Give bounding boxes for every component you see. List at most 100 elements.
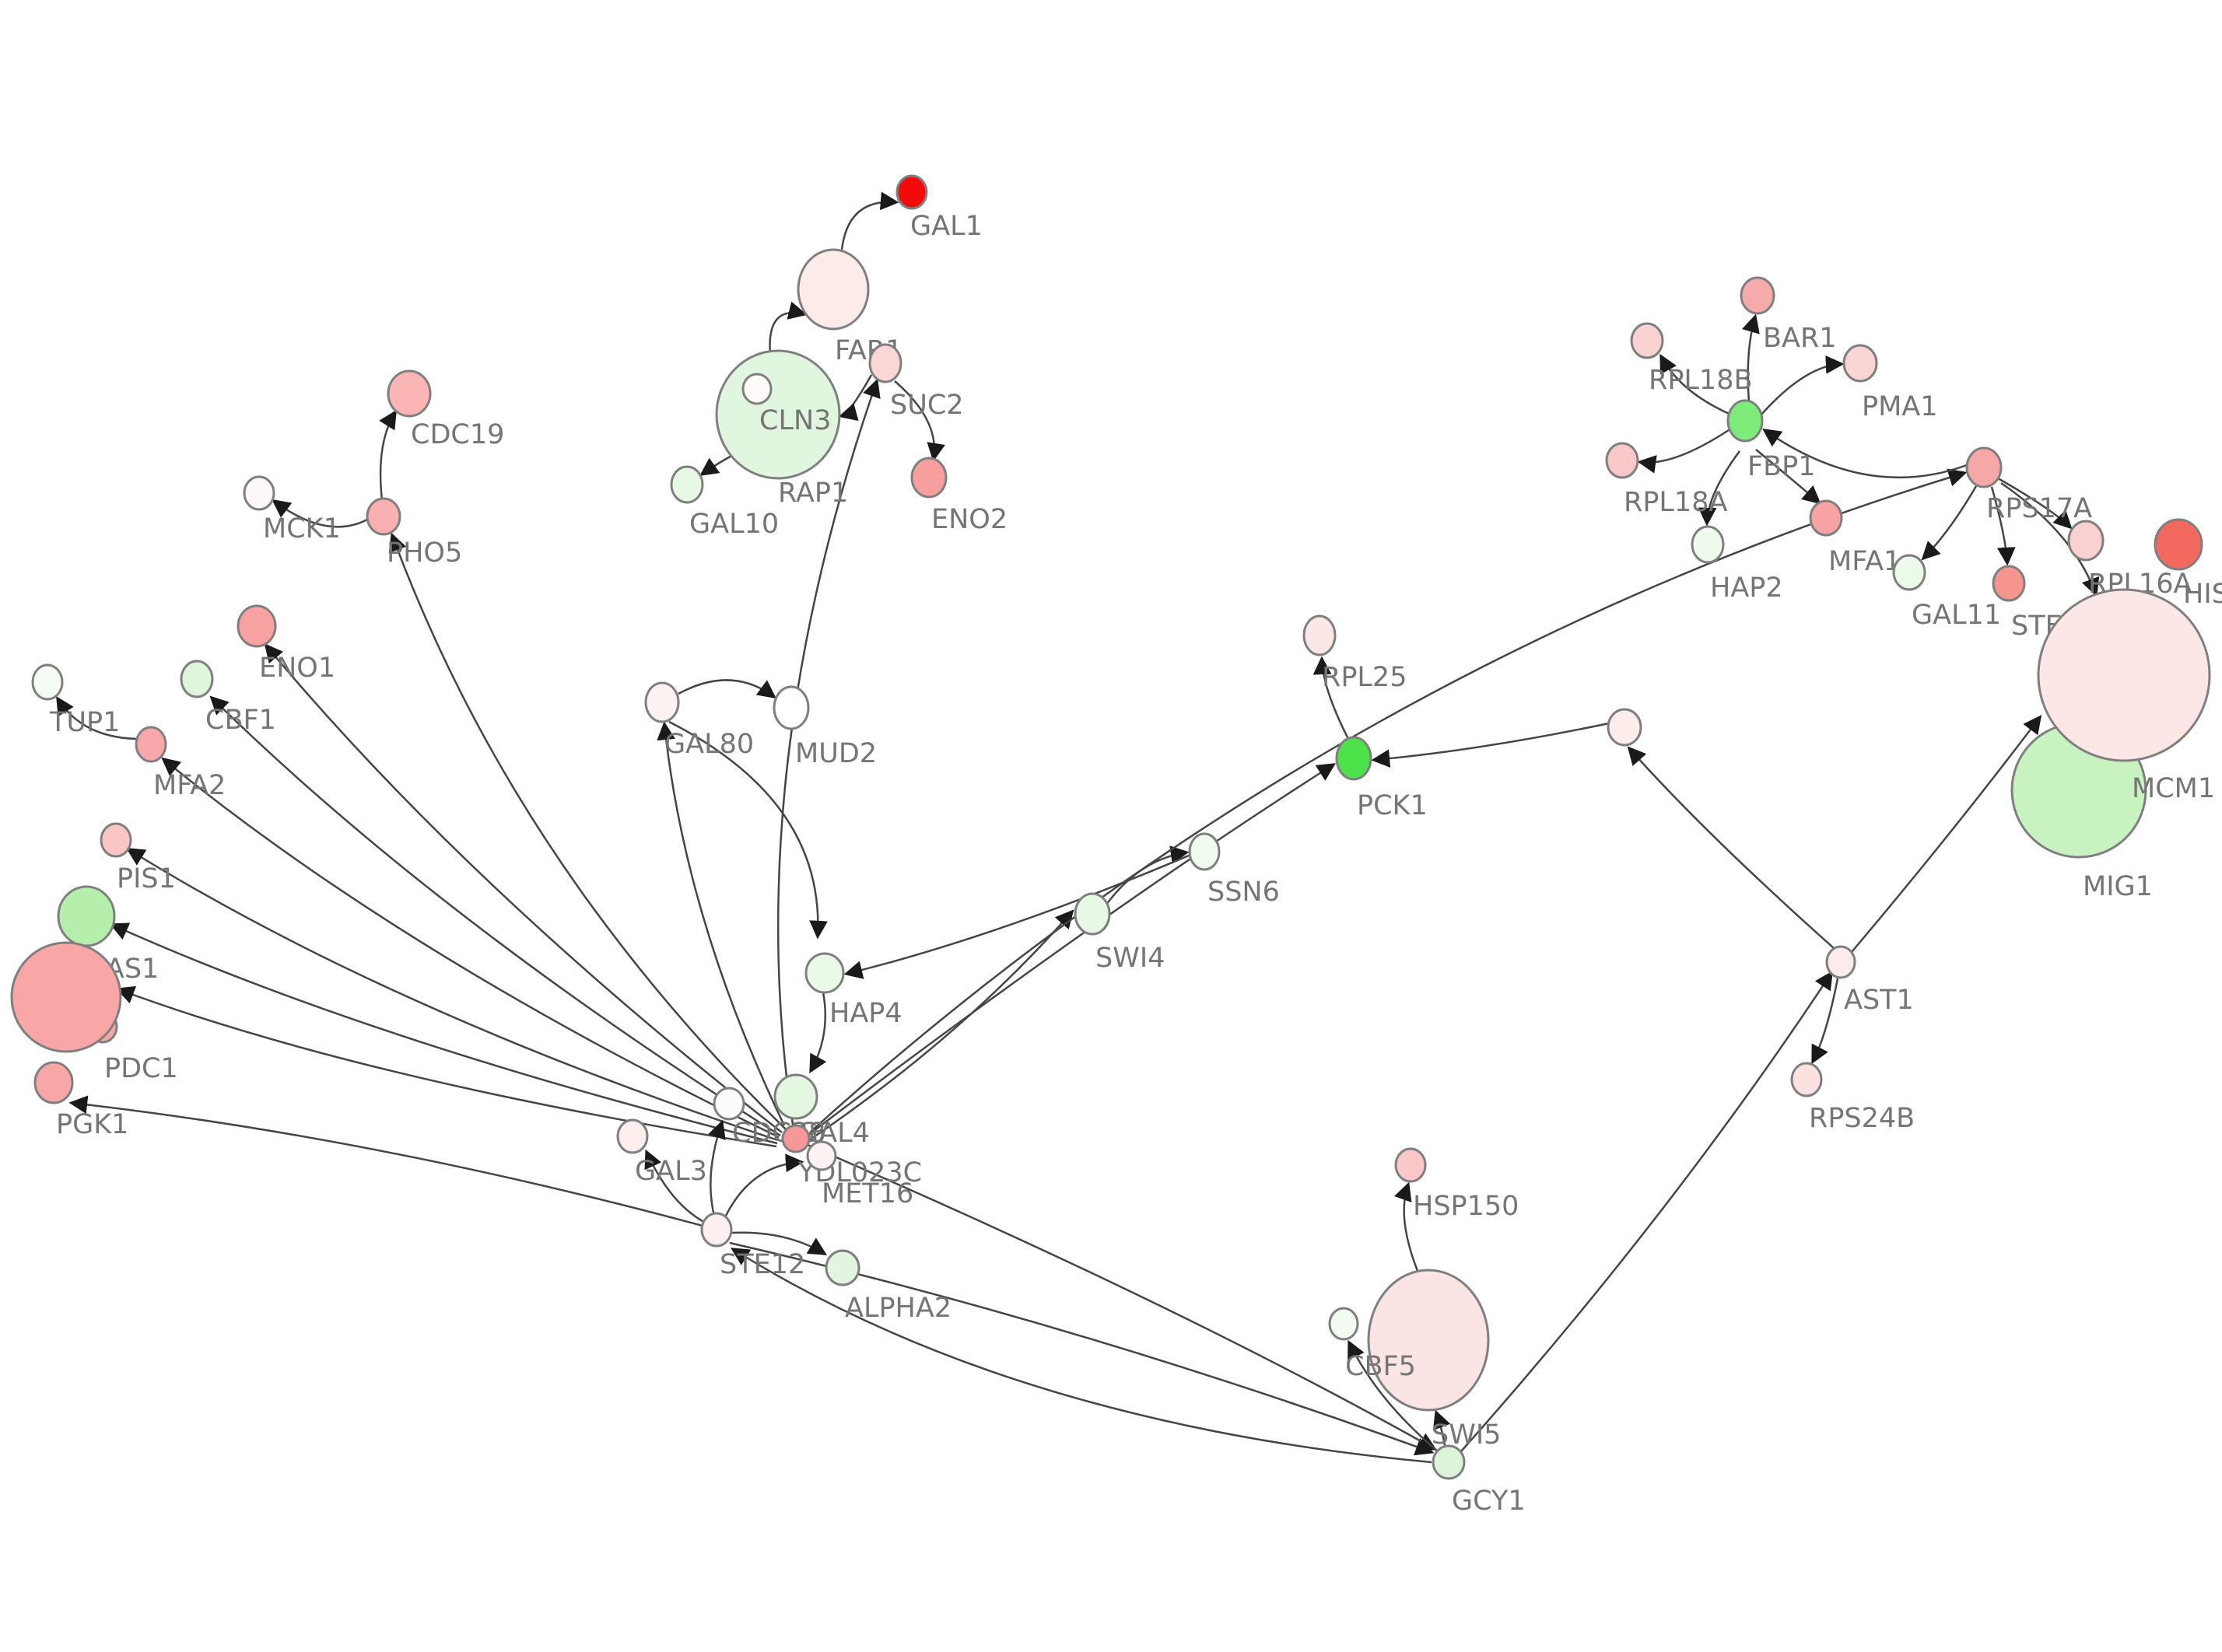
node-rpl18a[interactable] <box>1605 442 1639 479</box>
edge-gcy1-ste12[interactable] <box>730 1248 1432 1464</box>
edge-gcy1-ast1[interactable] <box>1460 971 1833 1452</box>
edge-ydl023c-pck1[interactable] <box>807 763 1337 1136</box>
node-hap2[interactable] <box>1691 525 1725 564</box>
edge-suc2-cln3big[interactable] <box>838 374 873 422</box>
edge-swi4-ssn6[interactable] <box>1105 845 1190 905</box>
node-nodeb[interactable] <box>1607 708 1642 747</box>
node-gal11[interactable] <box>1892 554 1926 591</box>
edge-rps17a-gal11[interactable] <box>1921 485 1978 561</box>
node-swi4[interactable] <box>1074 892 1111 936</box>
node-pis1[interactable] <box>100 822 132 858</box>
edge-gcy1-swi5[interactable] <box>1432 1409 1451 1446</box>
edge-gal80-hap4[interactable] <box>668 720 828 940</box>
edge-fbp1-rpl18a[interactable] <box>1637 429 1730 474</box>
edge-ydl023c-gcy1[interactable] <box>807 1143 1438 1451</box>
node-hap4[interactable] <box>804 952 845 994</box>
node-pdc1big[interactable] <box>10 941 122 1053</box>
edge-fbp1-pma1[interactable] <box>1760 355 1845 416</box>
node-far1[interactable] <box>797 248 870 331</box>
edge-rps17a-rpl16a[interactable] <box>1997 477 2073 530</box>
node-rpl25[interactable] <box>1302 614 1337 656</box>
edge-rps17a-ste2[interactable] <box>1990 486 2016 566</box>
node-cdc19[interactable] <box>387 369 432 418</box>
node-mud2[interactable] <box>773 685 810 730</box>
edge-swi5-hsp150[interactable] <box>1394 1181 1419 1272</box>
edge-gcy1-cbf5[interactable] <box>1348 1339 1439 1452</box>
node-rps24b[interactable] <box>1790 1062 1823 1097</box>
node-pck1[interactable] <box>1335 736 1372 781</box>
node-pgk1[interactable] <box>33 1061 74 1104</box>
edge-pho5-mck1[interactable] <box>272 499 368 528</box>
node-eno1[interactable] <box>237 604 277 648</box>
node-gcy1[interactable] <box>1432 1444 1466 1480</box>
edge-ast1-nodeb[interactable] <box>1627 746 1835 949</box>
node-mfa1[interactable] <box>1809 499 1843 537</box>
node-gal1[interactable] <box>895 174 928 210</box>
edge-ydl023c-mfa2[interactable] <box>161 757 780 1139</box>
node-rpl16a[interactable] <box>2067 520 2105 562</box>
edge-fbp1-mfa1[interactable] <box>1755 449 1821 505</box>
edge-nodeb-pck1[interactable] <box>1371 722 1610 768</box>
edge-rps17a-mcm1[interactable] <box>2000 481 2100 597</box>
edge-ydl023c-suc2[interactable] <box>776 378 881 1130</box>
node-gal10[interactable] <box>670 465 704 504</box>
edge-cln3big-far1[interactable] <box>769 301 808 355</box>
edge-ast1-rps24b[interactable] <box>1811 978 1839 1065</box>
node-gal4[interactable] <box>773 1073 818 1120</box>
node-cdc28[interactable] <box>713 1087 745 1121</box>
node-cbf5[interactable] <box>1328 1307 1359 1341</box>
node-pho5[interactable] <box>366 497 401 536</box>
node-swi5[interactable] <box>1367 1269 1490 1412</box>
node-tup1[interactable] <box>31 663 64 701</box>
edge-ydl023c-pho5[interactable] <box>388 532 787 1130</box>
node-cln3[interactable] <box>741 373 773 405</box>
node-ast1[interactable] <box>1825 945 1856 979</box>
edge-ydl023c-rps17a[interactable] <box>810 468 1968 1132</box>
edge-ydl023c-cbf1[interactable] <box>209 695 781 1137</box>
node-rpl18b[interactable] <box>1630 322 1664 359</box>
edge-ste12-pgk1[interactable] <box>68 1095 703 1227</box>
edge-fbp1-hap2[interactable] <box>1698 450 1741 527</box>
edge-fbp1-rpl18b[interactable] <box>1659 353 1733 417</box>
node-ste12[interactable] <box>700 1212 733 1248</box>
edge-rps17a-fbp1[interactable] <box>1762 428 1968 479</box>
node-mfa2[interactable] <box>135 726 167 763</box>
node-mcm1[interactable] <box>2037 588 2211 762</box>
edge-pck1-rpl25[interactable] <box>1313 656 1350 740</box>
node-hsp150[interactable] <box>1394 1147 1427 1183</box>
edge-ydl023c-swi4[interactable] <box>808 909 1074 1142</box>
node-ydl023c[interactable] <box>781 1124 811 1153</box>
node-met16[interactable] <box>806 1140 837 1171</box>
node-mck1[interactable] <box>243 475 275 511</box>
node-pma1[interactable] <box>1842 344 1878 383</box>
edge-ste12-met16[interactable] <box>724 1153 804 1218</box>
node-bar1[interactable] <box>1740 276 1775 315</box>
edge-ast1-mcm1[interactable] <box>1851 715 2042 953</box>
edge-far1-gal1[interactable] <box>840 191 899 250</box>
edge-ydl023c-pis1[interactable] <box>125 848 779 1142</box>
edge-pho5-cdc19[interactable] <box>379 409 397 501</box>
edge-hap4-gal4[interactable] <box>809 992 827 1074</box>
edge-fbp1-bar1[interactable] <box>1741 313 1760 412</box>
edge-ssn6-hap4[interactable] <box>843 854 1190 979</box>
edge-suc2-eno2[interactable] <box>894 380 945 462</box>
edge-mfa2-tup1[interactable] <box>56 695 138 740</box>
node-alpha2[interactable] <box>825 1249 860 1286</box>
node-gal80[interactable] <box>644 681 680 723</box>
edge-ste12-cdc28[interactable] <box>708 1119 726 1216</box>
node-fbp1[interactable] <box>1726 399 1764 443</box>
node-eno2[interactable] <box>910 457 948 499</box>
node-rps17a[interactable] <box>1965 446 2003 488</box>
node-ssn6[interactable] <box>1188 832 1221 871</box>
node-suc2[interactable] <box>868 343 902 383</box>
node-his4[interactable] <box>2154 518 2203 571</box>
edge-ste12-gal3[interactable] <box>644 1149 703 1223</box>
node-ras1[interactable] <box>57 885 116 947</box>
edge-ste12-alpha2[interactable] <box>731 1231 828 1255</box>
edge-ydl023c-gal80[interactable] <box>657 721 786 1126</box>
edge-ydl023c-ras1[interactable] <box>109 922 778 1145</box>
edge-ydl023c-eno1[interactable] <box>264 643 783 1133</box>
node-cbf1[interactable] <box>180 660 214 698</box>
edge-gal80-mud2[interactable] <box>678 679 776 699</box>
node-ste2[interactable] <box>1992 565 2026 602</box>
